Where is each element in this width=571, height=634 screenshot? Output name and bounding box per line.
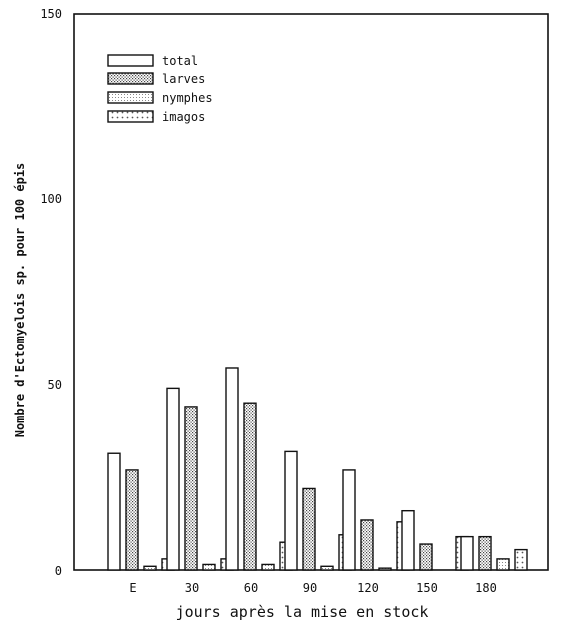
x-tick-label-60: 60: [244, 581, 258, 595]
bar-nymphes-E: [143, 565, 157, 571]
x-tick-labels: E 30 60 90 120 150 180: [129, 581, 496, 595]
x-axis-label: jours après la mise en stock: [176, 603, 429, 621]
bar-larves-150: [419, 543, 433, 571]
bar-larves-E: [125, 469, 139, 571]
bar-imagos-180: [514, 548, 528, 571]
bar-larves-120: [360, 519, 374, 571]
bars-group: [107, 367, 528, 571]
bar-total-60: [225, 367, 239, 571]
legend-swatch-imagos: [107, 110, 154, 123]
y-tick-label-150: 150: [40, 7, 62, 21]
x-tick-label-180: 180: [475, 581, 497, 595]
bar-larves-180: [478, 535, 492, 571]
bar-total-150: [401, 509, 415, 571]
bar-larves-30: [184, 406, 198, 571]
legend: total larves nymphes imagos: [107, 54, 213, 124]
x-tick-label-120: 120: [357, 581, 379, 595]
bar-nymphes-90: [320, 565, 334, 571]
y-tick-label-50: 50: [48, 378, 62, 392]
legend-label-larves: larves: [162, 72, 205, 86]
x-tick-label-E: E: [129, 581, 136, 595]
bar-total-30: [166, 387, 180, 571]
legend-swatch-nymphes: [107, 91, 154, 104]
bar-nymphes-30: [202, 563, 216, 571]
legend-swatch-larves: [107, 72, 154, 85]
bar-nymphes-60: [261, 563, 275, 571]
bar-nymphes-180: [496, 558, 510, 571]
legend-swatch-total: [107, 54, 154, 67]
x-tick-label-90: 90: [303, 581, 317, 595]
y-axis-label: Nombre d'Ectomyelois sp. pour 100 épis: [13, 163, 27, 438]
y-tick-label-100: 100: [40, 192, 62, 206]
bar-total-180: [460, 535, 474, 571]
legend-label-total: total: [162, 54, 198, 68]
bar-larves-90: [302, 487, 316, 571]
bar-nymphes-120: [378, 567, 392, 571]
x-tick-label-150: 150: [416, 581, 438, 595]
legend-label-nymphes: nymphes: [162, 91, 213, 105]
bar-larves-60: [243, 402, 257, 571]
y-tick-label-0: 0: [55, 564, 62, 578]
legend-label-imagos: imagos: [162, 110, 205, 124]
x-tick-label-30: 30: [185, 581, 199, 595]
bar-total-E: [107, 452, 121, 571]
bar-total-120: [342, 469, 356, 571]
bar-total-90: [284, 450, 298, 571]
